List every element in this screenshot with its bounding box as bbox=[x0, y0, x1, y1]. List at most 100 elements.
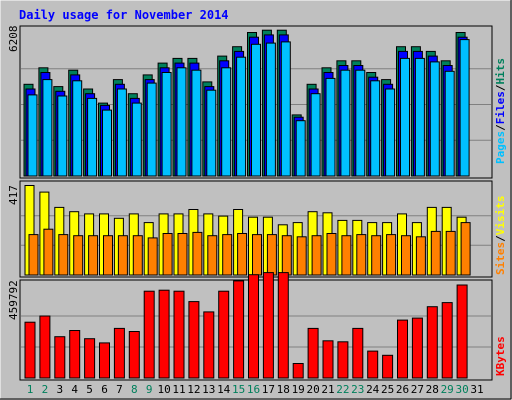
bar-pages bbox=[27, 94, 38, 177]
x-tick-label: 1 bbox=[27, 383, 34, 396]
ymax-label-visits: 417 bbox=[7, 185, 20, 205]
x-tick-label: 23 bbox=[351, 383, 364, 396]
bar-kbytes bbox=[218, 290, 230, 379]
bar-kbytes bbox=[173, 290, 185, 379]
bar-pages bbox=[385, 88, 396, 177]
bar-pages bbox=[102, 109, 112, 177]
bar-pages bbox=[370, 80, 381, 177]
bar-sites bbox=[252, 234, 262, 276]
bar-sites bbox=[281, 235, 292, 276]
bar-pages bbox=[429, 61, 440, 177]
legend-visits: Visits bbox=[494, 196, 507, 236]
x-tick-label: 22 bbox=[336, 383, 349, 396]
bar-pages bbox=[191, 69, 202, 177]
x-axis-labels: 1 2 3 4 5 6 7 8 9 10 11 12 13 14 15 16 17 18 19 20 21 22 23 24 2… bbox=[27, 383, 484, 396]
ymax-label-hits: 6208 bbox=[7, 26, 20, 53]
bar-kbytes bbox=[367, 350, 379, 379]
bar-sites bbox=[147, 237, 158, 276]
x-tick-label: 20 bbox=[306, 383, 319, 396]
chart-title: Daily usage for November 2014 bbox=[19, 8, 229, 22]
bar-sites bbox=[445, 230, 456, 276]
bar-sites bbox=[58, 234, 69, 276]
bar-sites bbox=[341, 235, 352, 276]
bar-kbytes bbox=[143, 290, 155, 379]
bar-sites bbox=[132, 235, 143, 276]
bar-pages bbox=[295, 120, 306, 177]
x-tick-label: 19 bbox=[292, 383, 305, 396]
bar-sites bbox=[430, 230, 441, 276]
x-tick-label: 5 bbox=[86, 383, 93, 396]
bar-pages bbox=[325, 77, 336, 177]
bar-kbytes bbox=[262, 272, 274, 379]
bar-pages bbox=[355, 69, 366, 177]
bar-kbytes bbox=[39, 315, 51, 379]
bar-sites bbox=[222, 234, 233, 276]
x-tick-label: 28 bbox=[426, 383, 439, 396]
bar-kbytes bbox=[158, 289, 170, 379]
x-tick-label: 10 bbox=[157, 383, 170, 396]
legend-hits: Hits bbox=[494, 58, 507, 85]
bar-pages bbox=[414, 57, 425, 177]
bar-pages bbox=[444, 70, 455, 177]
x-tick-label: 29 bbox=[441, 383, 454, 396]
x-tick-label: 30 bbox=[455, 383, 468, 396]
bar-sites bbox=[162, 233, 173, 276]
x-tick-label: 7 bbox=[116, 383, 123, 396]
bar-sites bbox=[266, 234, 277, 276]
bar-sites bbox=[401, 235, 411, 276]
legend-hits-files-pages: Pages/Files/Hits bbox=[494, 58, 507, 164]
bar-kbytes bbox=[352, 327, 364, 379]
bar-sites bbox=[192, 231, 203, 276]
bar-kbytes bbox=[411, 317, 423, 379]
x-tick-label: 9 bbox=[146, 383, 153, 396]
x-tick-label: 12 bbox=[187, 383, 200, 396]
bar-pages bbox=[116, 88, 127, 177]
bar-sites bbox=[28, 234, 39, 276]
bar-kbytes bbox=[203, 311, 215, 379]
legend-slash: / bbox=[494, 235, 507, 242]
legend-sites: Sites bbox=[494, 242, 507, 275]
bar-pages bbox=[146, 82, 157, 177]
bar-sites bbox=[356, 234, 367, 276]
bar-pages bbox=[206, 89, 217, 177]
x-tick-label: 2 bbox=[42, 383, 49, 396]
bar-kbytes bbox=[426, 306, 438, 379]
x-tick-label: 13 bbox=[202, 383, 215, 396]
bar-sites bbox=[207, 235, 218, 276]
x-tick-label: 4 bbox=[71, 383, 78, 396]
bar-sites bbox=[296, 236, 307, 276]
bar-kbytes bbox=[54, 336, 66, 379]
bar-sites bbox=[43, 228, 54, 276]
x-tick-label: 31 bbox=[470, 383, 483, 396]
ymax-label-kbytes: 459792 bbox=[7, 280, 20, 320]
bar-sites bbox=[177, 233, 188, 276]
legend-files: Files bbox=[494, 91, 507, 124]
x-tick-label: 3 bbox=[56, 383, 63, 396]
bar-pages bbox=[310, 93, 321, 177]
bar-kbytes bbox=[441, 302, 453, 379]
bar-sites bbox=[237, 233, 248, 276]
bar-kbytes bbox=[292, 363, 304, 379]
bar-sites bbox=[415, 236, 426, 276]
bar-pages bbox=[72, 80, 83, 177]
bar-kbytes bbox=[307, 327, 319, 379]
bar-pages bbox=[87, 97, 98, 177]
bar-kbytes bbox=[128, 331, 140, 379]
bar-kbytes bbox=[188, 301, 200, 379]
bar-kbytes bbox=[456, 284, 468, 379]
bar-pages bbox=[42, 79, 53, 177]
bar-kbytes bbox=[382, 354, 394, 379]
x-tick-label: 26 bbox=[396, 383, 409, 396]
legend-slash: / bbox=[494, 124, 507, 131]
x-tick-label: 6 bbox=[101, 383, 108, 396]
bars-layer bbox=[21, 29, 491, 379]
bar-pages bbox=[221, 67, 232, 177]
bar-pages bbox=[251, 43, 261, 177]
x-tick-label: 8 bbox=[131, 383, 138, 396]
x-tick-label: 11 bbox=[172, 383, 185, 396]
legend-visits-sites: Sites/Visits bbox=[494, 196, 507, 276]
bar-kbytes bbox=[337, 341, 349, 379]
x-tick-label: 24 bbox=[366, 383, 380, 396]
